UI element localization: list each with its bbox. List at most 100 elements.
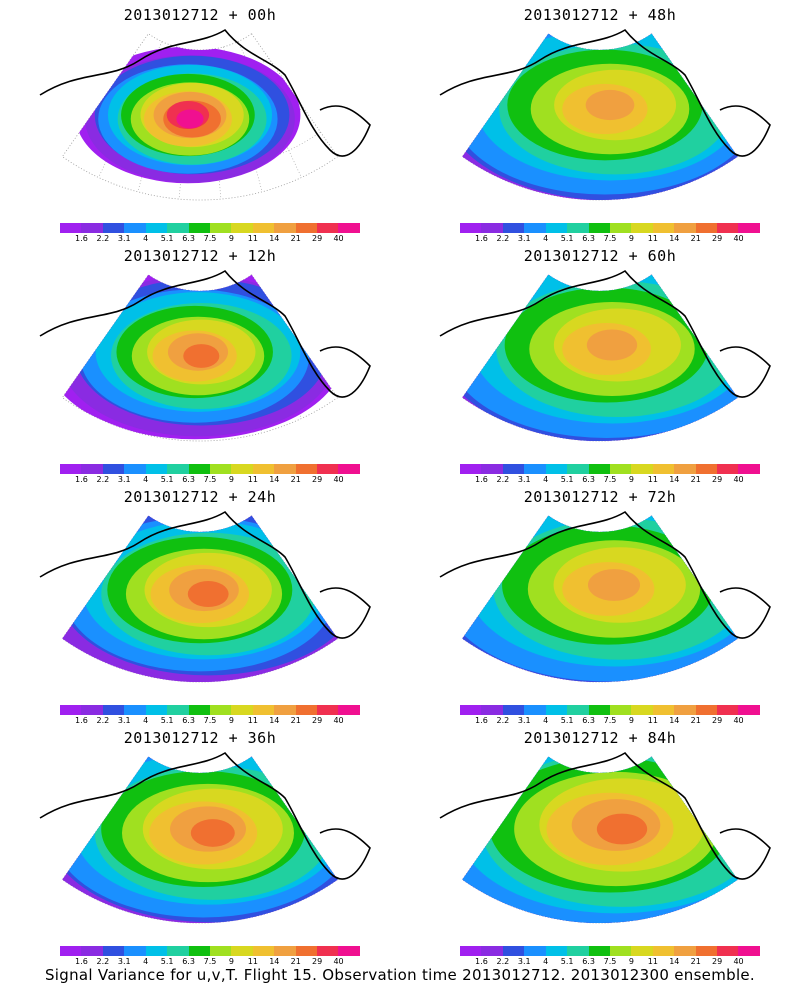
colorbar-swatch xyxy=(609,946,632,956)
colorbar-swatch xyxy=(502,464,525,474)
colorbar-tick-label: 40 xyxy=(333,957,344,966)
colorbar-swatch xyxy=(545,705,568,715)
colorbar-tick-label: 21 xyxy=(690,957,701,966)
panel-title: 2013012712 + 48h xyxy=(523,6,677,24)
colorbar-swatch xyxy=(145,464,168,474)
colorbar-tick-label: 6.3 xyxy=(582,957,595,966)
colorbar-labels: 1.6 2.2 3.1 4 5.1 6.3 7.5 9 11 14 21 29 40 xyxy=(60,957,360,967)
colorbar-swatch xyxy=(481,464,503,474)
colorbar-swatch xyxy=(609,223,632,233)
panel-title: 2013012712 + 72h xyxy=(523,488,677,506)
colorbar-tick-label: 1.6 xyxy=(75,234,88,243)
colorbar-swatch xyxy=(674,946,696,956)
colorbar-tick-label: 5.1 xyxy=(560,475,574,484)
colorbar-swatch xyxy=(502,223,525,233)
colorbar-swatch xyxy=(124,946,146,956)
colorbar-tick-label: 40 xyxy=(733,475,744,484)
figure-caption: Signal Variance for u,v,T. Flight 15. Ob… xyxy=(44,966,756,984)
colorbar-swatch xyxy=(545,946,568,956)
colorbar-swatch xyxy=(295,223,318,233)
colorbar-swatch xyxy=(81,705,103,715)
colorbar-swatch xyxy=(481,223,503,233)
colorbar-swatch xyxy=(209,223,232,233)
colorbar-tick-label: 4 xyxy=(143,957,149,966)
colorbar-swatch xyxy=(502,946,525,956)
colorbar-swatch xyxy=(545,464,568,474)
coastline xyxy=(39,28,371,157)
colorbar-tick-label: 6.3 xyxy=(582,475,595,484)
colorbar-swatch xyxy=(274,223,296,233)
colorbar-tick-label: 2.2 xyxy=(496,234,510,243)
colorbar-tick-label: 4 xyxy=(543,475,549,484)
colorbar-swatch xyxy=(81,946,103,956)
colorbar-swatch xyxy=(545,223,568,233)
colorbar-swatch xyxy=(252,946,275,956)
colorbar-tick-label: 14 xyxy=(269,234,280,243)
colorbar-tick-label: 5.1 xyxy=(560,234,574,243)
map-panel-36h: 2013012712 + 36h 1.6 2.2 3.1 4 5.1 6.3 7.5 9 11 14… xyxy=(0,723,400,966)
colorbar-swatch xyxy=(695,464,718,474)
colorbar-tick-label: 9 xyxy=(628,234,634,243)
colorbar-swatch xyxy=(102,946,125,956)
colorbar-swatch xyxy=(209,705,232,715)
colorbar-tick-label: 2.2 xyxy=(96,716,110,725)
colorbar-swatch xyxy=(674,223,696,233)
colorbar-tick-label: 3.1 xyxy=(117,957,131,966)
colorbar-tick-label: 14 xyxy=(669,957,680,966)
colorbar-tick-label: 1.6 xyxy=(475,475,488,484)
colorbar-tick-label: 11 xyxy=(647,716,658,725)
map-panel-84h: 2013012712 + 84h 1.6 2.2 3.1 4 5.1 6.3 7.5 9 11 14… xyxy=(400,723,800,966)
colorbar-swatch xyxy=(188,705,210,715)
colorbar-tick-label: 1.6 xyxy=(475,716,488,725)
colorbar-swatch xyxy=(567,223,589,233)
colorbar-tick-label: 40 xyxy=(733,957,744,966)
colorbar-swatch xyxy=(317,946,339,956)
colorbar-swatch xyxy=(338,705,360,715)
colorbar-swatch xyxy=(460,705,482,715)
colorbar-tick-label: 7.5 xyxy=(603,475,617,484)
coastline xyxy=(439,751,771,880)
colorbar-tick-label: 3.1 xyxy=(517,234,531,243)
colorbar-tick-label: 29 xyxy=(712,957,723,966)
colorbar-swatch xyxy=(252,223,275,233)
colorbar-swatch xyxy=(567,464,589,474)
colorbar-swatch xyxy=(81,464,103,474)
colorbar-swatch xyxy=(60,223,82,233)
colorbar-swatch xyxy=(102,464,125,474)
colorbar-tick-label: 21 xyxy=(290,716,301,725)
colorbar xyxy=(460,705,760,715)
colorbar-swatch xyxy=(524,223,546,233)
colorbar-swatch xyxy=(231,705,253,715)
colorbar-swatch xyxy=(317,705,339,715)
colorbar-swatch xyxy=(695,705,718,715)
colorbar-swatch xyxy=(588,946,610,956)
colorbar-labels: 1.6 2.2 3.1 4 5.1 6.3 7.5 9 11 14 21 29 40 xyxy=(60,475,360,485)
colorbar-tick-label: 1.6 xyxy=(75,957,88,966)
colorbar-swatch xyxy=(524,464,546,474)
colorbar xyxy=(460,223,760,233)
colorbar-tick-label: 7.5 xyxy=(203,234,217,243)
colorbar-swatch xyxy=(167,223,189,233)
variance-field xyxy=(462,33,738,201)
colorbar-swatch xyxy=(567,946,589,956)
variance-map xyxy=(39,751,371,924)
colorbar-labels: 1.6 2.2 3.1 4 5.1 6.3 7.5 9 11 14 21 29 40 xyxy=(460,716,760,726)
coastline xyxy=(39,751,371,880)
colorbar-tick-label: 7.5 xyxy=(203,475,217,484)
colorbar-tick-label: 21 xyxy=(290,234,301,243)
colorbar-tick-label: 2.2 xyxy=(496,475,510,484)
colorbar-swatch xyxy=(481,705,503,715)
colorbar-tick-label: 3.1 xyxy=(517,716,531,725)
colorbar-labels: 1.6 2.2 3.1 4 5.1 6.3 7.5 9 11 14 21 29 40 xyxy=(460,475,760,485)
colorbar-swatch xyxy=(188,946,210,956)
colorbar-swatch xyxy=(317,223,339,233)
colorbar-swatch xyxy=(81,223,103,233)
colorbar-tick-label: 29 xyxy=(712,475,723,484)
colorbar-swatch xyxy=(460,223,482,233)
colorbar-tick-label: 5.1 xyxy=(560,957,574,966)
colorbar-tick-label: 40 xyxy=(333,234,344,243)
colorbar-swatch xyxy=(188,464,210,474)
colorbar-tick-label: 6.3 xyxy=(182,475,195,484)
colorbar-tick-label: 3.1 xyxy=(117,234,131,243)
colorbar-tick-label: 11 xyxy=(247,716,258,725)
